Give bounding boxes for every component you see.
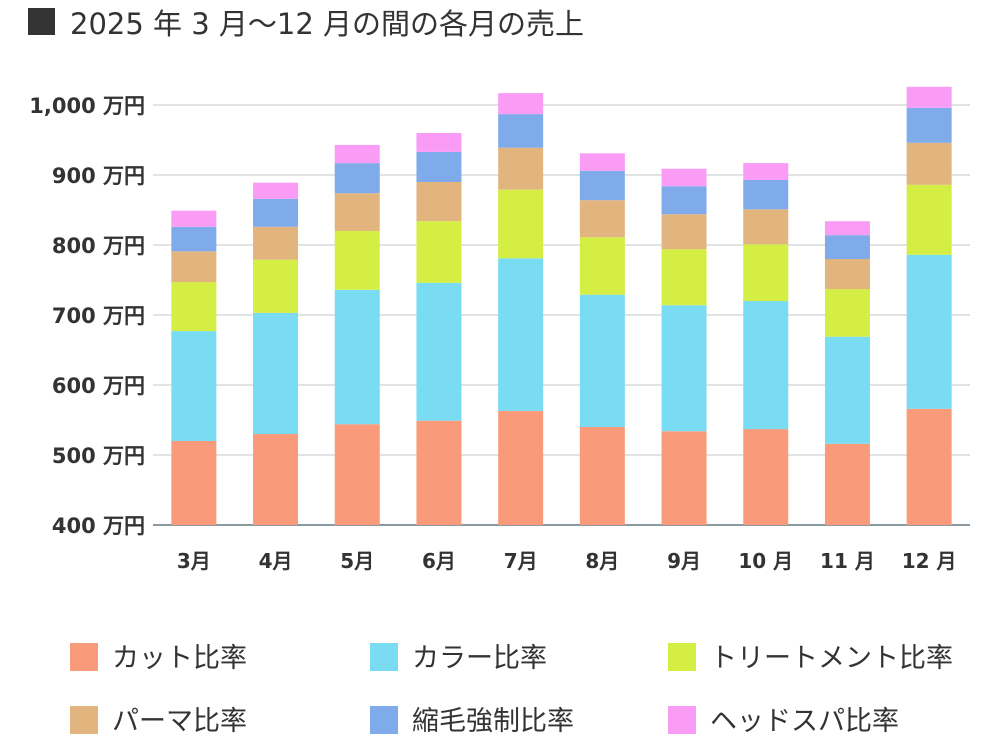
x-tick-label: 6月	[422, 549, 456, 573]
bar-segment	[661, 168, 707, 187]
bar-segment	[579, 237, 625, 295]
bar-segment	[334, 289, 380, 425]
bar-segment	[824, 259, 870, 290]
bar-segment	[334, 424, 380, 525]
bar-segment	[498, 147, 544, 190]
bar-segment	[906, 184, 952, 255]
legend-label: パーマ比率	[112, 706, 247, 737]
legend-item: 縮毛強制比率	[370, 706, 574, 737]
y-tick-label: 900 万円	[52, 164, 145, 188]
legend-swatch	[668, 706, 696, 734]
bar-segment	[498, 258, 544, 411]
bar-segment	[906, 408, 952, 525]
legend-item: パーマ比率	[70, 706, 247, 737]
bar-segment	[253, 434, 299, 525]
bar-segment	[334, 144, 380, 164]
x-tick-label: 11 月	[820, 549, 875, 573]
bar-segment	[253, 198, 299, 227]
bar-segment	[253, 259, 299, 313]
bar-segment	[171, 210, 217, 227]
bar-segment	[661, 305, 707, 432]
y-tick-label: 800 万円	[52, 234, 145, 258]
bar-segment	[743, 179, 789, 210]
y-tick-label: 700 万円	[52, 304, 145, 328]
bar-segment	[498, 189, 544, 259]
bar-segment	[416, 151, 462, 182]
chart-title: 2025 年 3 月～12 月の間の各月の売上	[70, 7, 584, 41]
bar-segment	[171, 441, 217, 525]
bar-segment	[253, 312, 299, 434]
legend-swatch	[70, 643, 98, 671]
bar-segment	[661, 249, 707, 306]
bar-segment	[579, 294, 625, 427]
bar-segment	[334, 231, 380, 290]
bar-segment	[824, 336, 870, 444]
bar-segment	[416, 182, 462, 222]
bar-segment	[579, 153, 625, 171]
legend-item: カラー比率	[370, 643, 547, 674]
x-tick-label: 7月	[504, 549, 538, 573]
bar-segment	[661, 214, 707, 250]
x-tick-label: 12 月	[902, 549, 957, 573]
legend-swatch	[370, 706, 398, 734]
legend-item: カット比率	[70, 643, 247, 674]
bar-segment	[824, 443, 870, 525]
y-tick-label: 400 万円	[52, 514, 145, 538]
bar-segment	[171, 282, 217, 332]
legend-swatch	[70, 706, 98, 734]
bar-segment	[416, 133, 462, 152]
bar-segment	[171, 226, 217, 252]
bar-segment	[661, 186, 707, 215]
x-tick-label: 5月	[340, 549, 374, 573]
bar-segment	[416, 282, 462, 421]
bar-segment	[906, 254, 952, 409]
bar-segment	[906, 86, 952, 108]
bar-segment	[743, 301, 789, 430]
legend-label: トリートメント比率	[710, 643, 953, 674]
bar-segment	[171, 251, 217, 283]
bar-segment	[743, 244, 789, 301]
legend-label: 縮毛強制比率	[412, 706, 574, 737]
x-tick-label: 9月	[667, 549, 701, 573]
bar-segment	[416, 420, 462, 525]
y-tick-label: 1,000 万円	[29, 94, 145, 118]
bar-segment	[171, 331, 217, 441]
y-tick-label: 600 万円	[52, 374, 145, 398]
x-tick-label: 3月	[177, 549, 211, 573]
legend-item: ヘッドスパ比率	[668, 706, 899, 737]
bar-segment	[579, 200, 625, 238]
bar-segment	[416, 221, 462, 283]
legend-label: カラー比率	[412, 643, 547, 674]
x-tick-label: 10 月	[738, 549, 793, 573]
bar-segment	[334, 193, 380, 231]
bar-segment	[824, 221, 870, 236]
x-tick-label: 4月	[259, 549, 293, 573]
bar-segment	[661, 431, 707, 525]
x-tick-label: 8月	[585, 549, 619, 573]
bar-segment	[498, 93, 544, 115]
bar-segment	[906, 142, 952, 185]
bar-segment	[743, 209, 789, 245]
legend-item: トリートメント比率	[668, 643, 953, 674]
bar-segment	[906, 107, 952, 143]
legend-swatch	[668, 643, 696, 671]
bar-segment	[498, 410, 544, 525]
bar-segment	[253, 182, 299, 199]
bar-segment	[498, 114, 544, 148]
bar-segment	[824, 235, 870, 259]
bar-segment	[579, 170, 625, 201]
title-marker	[28, 8, 55, 35]
y-tick-label: 500 万円	[52, 444, 145, 468]
bar-segment	[579, 427, 625, 525]
bar-segment	[334, 163, 380, 194]
legend-label: ヘッドスパ比率	[710, 706, 899, 737]
bar-segment	[253, 226, 299, 260]
legend-label: カット比率	[112, 643, 247, 674]
bar-segment	[743, 163, 789, 180]
bar-segment	[824, 289, 870, 337]
legend-swatch	[370, 643, 398, 671]
bar-segment	[743, 429, 789, 525]
